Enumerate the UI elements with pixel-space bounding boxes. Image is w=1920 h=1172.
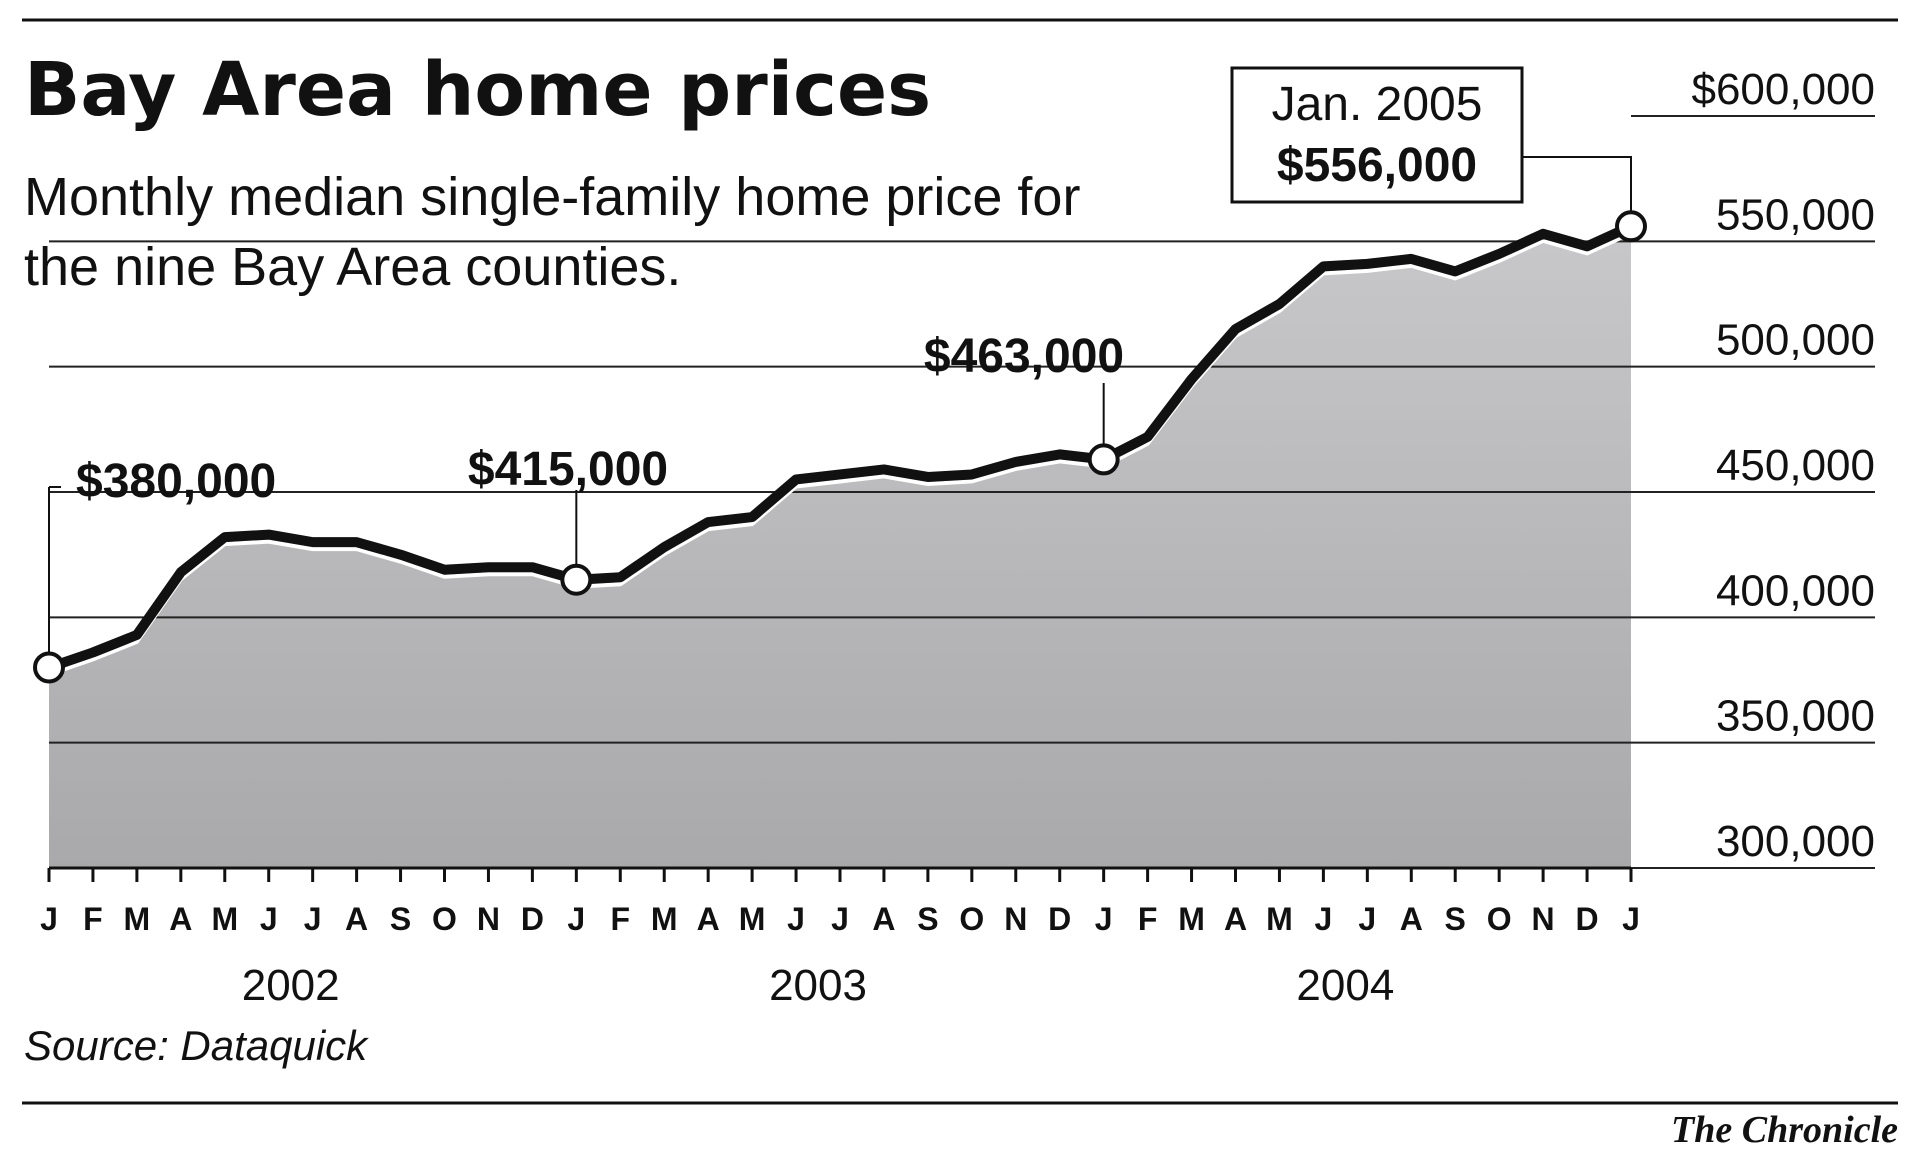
x-tick-label: J (787, 901, 805, 937)
point-marker (1615, 210, 1647, 243)
x-tick-label: J (260, 901, 278, 937)
value-label: $556,000 (1277, 139, 1477, 192)
x-tick-label: A (169, 901, 192, 937)
x-tick-label: J (1095, 901, 1113, 937)
x-tick-label: F (611, 901, 631, 937)
x-tick-label: M (124, 901, 151, 937)
subtitle: the nine Bay Area counties. (24, 237, 681, 297)
credit: The Chronicle (1671, 1109, 1898, 1151)
y-tick-label: $600,000 (1691, 65, 1875, 114)
x-tick-label: J (1622, 901, 1640, 937)
point-marker (1087, 443, 1120, 476)
x-tick-label: S (1445, 901, 1466, 937)
callout-date: Jan. 2005 (1272, 78, 1483, 131)
x-tick-label: A (872, 901, 895, 937)
subtitle: Monthly median single-family home price … (24, 167, 1080, 227)
value-label: $415,000 (468, 443, 668, 496)
callout-box (1230, 66, 1524, 204)
x-tick-label: D (521, 901, 544, 937)
area (49, 226, 1631, 868)
x-tick-label: M (651, 901, 678, 937)
x-tick-label: D (1576, 901, 1599, 937)
x-tick-label: F (83, 901, 103, 937)
y-tick-label: 450,000 (1716, 441, 1875, 490)
value-label: $463,000 (924, 330, 1124, 383)
x-tick-label: S (390, 901, 411, 937)
line-highlight (48, 231, 1632, 677)
x-tick-label: N (1532, 901, 1555, 937)
x-tick-label: M (1266, 901, 1293, 937)
y-tick-label: 350,000 (1716, 692, 1875, 741)
y-tick-label: 300,000 (1716, 817, 1875, 866)
x-tick-label: J (40, 901, 58, 937)
x-tick-label: O (432, 901, 457, 937)
x-tick-label: A (1224, 901, 1247, 937)
value-label: $380,000 (76, 455, 276, 508)
chart-title: Bay Area home prices (24, 47, 931, 133)
x-tick-label: J (1314, 901, 1332, 937)
year-label: 2003 (769, 961, 867, 1010)
x-tick-label: J (304, 901, 322, 937)
x-tick-label: A (1400, 901, 1423, 937)
leader (1522, 156, 1632, 227)
x-tick-label: D (1048, 901, 1071, 937)
x-tick-label: N (1004, 901, 1027, 937)
line (47, 221, 1634, 673)
x-tick-label: O (1487, 901, 1512, 937)
x-tick-label: O (959, 901, 984, 937)
x-tick-label: F (1138, 901, 1158, 937)
year-label: 2002 (242, 961, 340, 1010)
y-tick-label: 500,000 (1716, 316, 1875, 365)
x-tick-label: M (1178, 901, 1205, 937)
point-marker (560, 563, 593, 596)
y-tick-label: 400,000 (1716, 566, 1875, 615)
x-tick-label: A (345, 901, 368, 937)
x-tick-label: S (917, 901, 938, 937)
x-tick-label: J (831, 901, 849, 937)
x-tick-label: M (739, 901, 766, 937)
year-label: 2004 (1296, 961, 1394, 1010)
source: Source: Dataquick (24, 1022, 369, 1069)
x-tick-label: A (697, 901, 720, 937)
point-marker (33, 651, 65, 684)
x-tick-label: J (567, 901, 585, 937)
y-tick-label: 550,000 (1716, 190, 1875, 239)
x-tick-label: J (1358, 901, 1376, 937)
x-tick-label: M (211, 901, 238, 937)
x-tick-label: N (477, 901, 500, 937)
